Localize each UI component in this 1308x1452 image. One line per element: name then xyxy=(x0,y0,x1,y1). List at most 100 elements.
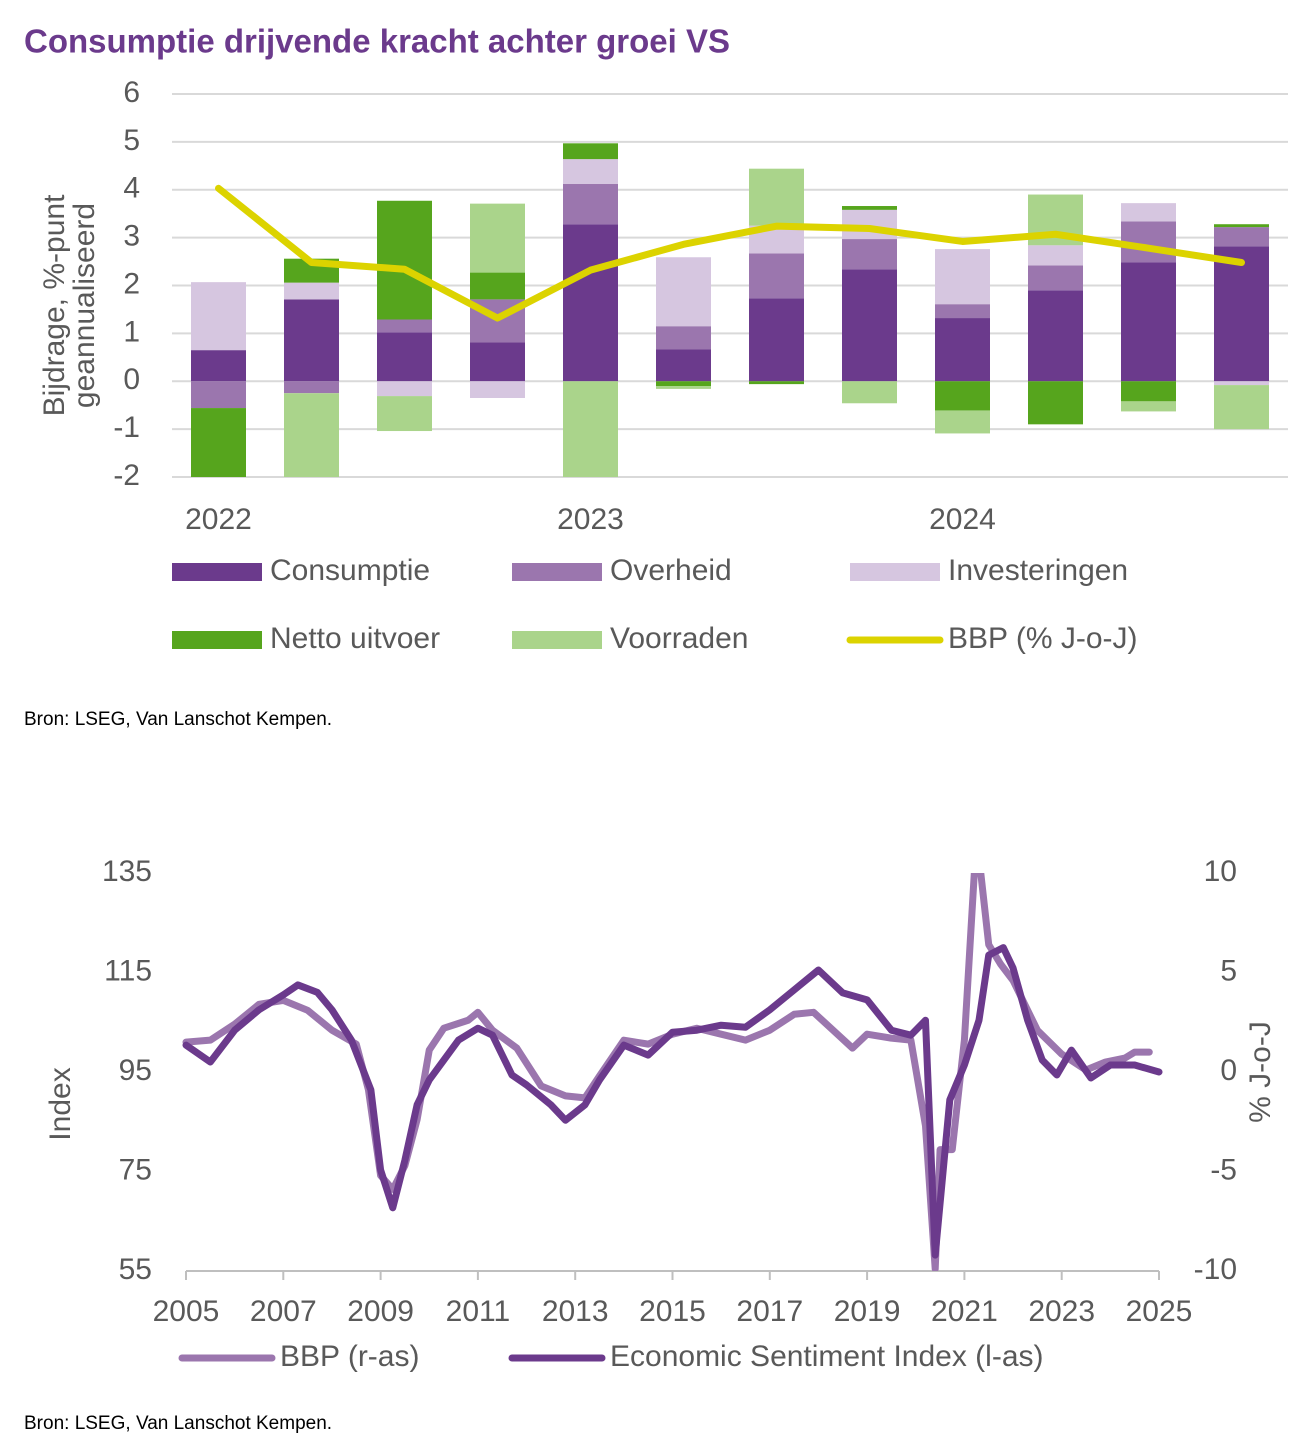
bar-segment xyxy=(1214,385,1269,430)
bar-segment xyxy=(749,168,804,226)
bar-segment xyxy=(1028,290,1083,382)
legend-swatch xyxy=(512,631,602,649)
y-tick-label: 2 xyxy=(123,267,140,300)
bar-segment xyxy=(563,184,618,225)
legend-swatch xyxy=(850,563,940,581)
bar-segment xyxy=(563,224,618,382)
bar-segment xyxy=(470,342,525,382)
lines xyxy=(182,873,1163,1271)
y2-tick-label: 10 xyxy=(1204,855,1237,888)
chart-title: Consumptie drijvende kracht achter groei… xyxy=(24,23,730,60)
y-tick-label: 5 xyxy=(123,124,140,157)
y-tick-label: 3 xyxy=(123,220,140,253)
legend-swatch xyxy=(512,563,602,581)
bar-segment xyxy=(470,272,525,300)
bar-segment xyxy=(191,282,246,351)
bar-segment xyxy=(563,381,618,477)
bar-segment xyxy=(842,269,897,382)
x-tick-label: 2013 xyxy=(542,1295,609,1328)
bar-segment xyxy=(284,299,339,382)
bar-segment xyxy=(749,298,804,382)
bar-segment xyxy=(377,381,432,397)
y-tick-label: 115 xyxy=(104,954,152,987)
y2-tick-label: 5 xyxy=(1220,954,1237,987)
bar-segment xyxy=(377,396,432,432)
x-tick-label: 2007 xyxy=(250,1295,317,1328)
y-tick-label: 95 xyxy=(119,1054,152,1087)
x-tick-label: 2011 xyxy=(446,1295,511,1328)
y2-tick-label: -5 xyxy=(1210,1153,1237,1186)
x-tick-label: 2024 xyxy=(929,503,996,536)
bar-segment xyxy=(1214,381,1269,386)
y2-tick-label: -10 xyxy=(1194,1253,1237,1286)
bar-segment xyxy=(1121,381,1176,402)
bar-segment xyxy=(749,381,804,385)
bars xyxy=(191,143,1269,477)
x-tick-label: 2005 xyxy=(153,1295,220,1328)
bar-segment xyxy=(935,318,990,382)
y2-tick-label: 0 xyxy=(1220,1054,1237,1087)
y-axis-label: Bijdrage, %-puntgeannualiseerd xyxy=(38,194,101,416)
bar-segment xyxy=(842,206,897,210)
y-tick-label: 4 xyxy=(123,172,140,205)
bar-segment xyxy=(935,381,990,411)
bar-segment xyxy=(749,253,804,299)
x-tick-label: 2019 xyxy=(834,1295,901,1328)
bar-segment xyxy=(191,408,246,477)
bar-segment xyxy=(1028,381,1083,425)
bar-segment xyxy=(470,203,525,273)
legend-swatch xyxy=(172,563,262,581)
bar-segment xyxy=(284,381,339,394)
bar-segment xyxy=(935,410,990,434)
bar-segment xyxy=(284,393,339,477)
bar-segment xyxy=(377,332,432,382)
x-tick-label: 2023 xyxy=(1028,1295,1095,1328)
bar-segment xyxy=(1028,245,1083,266)
y-tick-label: -2 xyxy=(113,459,140,492)
y2-axis-label: % J-o-J xyxy=(1244,1021,1277,1123)
bar-segment xyxy=(935,249,990,305)
bar-segment xyxy=(842,239,897,270)
x-tick-label: 2023 xyxy=(557,503,624,536)
bar-segment xyxy=(1214,224,1269,228)
bar-segment xyxy=(191,381,246,409)
x-tick-label: 2015 xyxy=(639,1295,706,1328)
y-tick-label: 135 xyxy=(102,855,152,888)
legend-label: Overheid xyxy=(610,554,732,587)
y-tick-label: 1 xyxy=(123,315,140,348)
bar-segment xyxy=(1121,401,1176,412)
bar-segment xyxy=(656,386,711,389)
y-tick-label: 75 xyxy=(119,1153,152,1186)
legend-label: BBP (r-as) xyxy=(280,1340,419,1373)
legend-label: Netto uitvoer xyxy=(270,622,440,655)
x-tick-label: 2021 xyxy=(931,1295,998,1328)
bar-segment xyxy=(842,381,897,404)
bar-segment xyxy=(1028,265,1083,291)
bar-segment xyxy=(656,257,711,327)
y-axis-label: Index xyxy=(44,1067,77,1140)
line-chart: 55 75 95 115 135 -10 -5 0 5 10 2005 2007 2009 2011 201… xyxy=(44,855,1277,1373)
bar-segment xyxy=(1121,203,1176,222)
line-series xyxy=(182,944,1163,1259)
y-axis-label-line: geannualiseerd xyxy=(68,203,101,408)
y-tick-label: 55 xyxy=(119,1253,152,1286)
bar-segment xyxy=(656,349,711,382)
bar-segment xyxy=(1214,246,1269,382)
bar-segment xyxy=(1121,262,1176,382)
bar-segment xyxy=(935,304,990,319)
legend-label: Investeringen xyxy=(948,554,1128,587)
y-tick-label: 6 xyxy=(123,76,140,109)
bar-chart: -2 -1 0 1 2 3 4 5 6 Bijdrage, %-puntgeannualiseer… xyxy=(38,76,1288,655)
source-note: Bron: LSEG, Van Lanschot Kempen. xyxy=(24,1413,332,1434)
bar-segment xyxy=(470,381,525,399)
bar-segment xyxy=(563,143,618,160)
bar-segment xyxy=(377,200,432,320)
legend-swatch xyxy=(172,631,262,649)
y-tick-label: -1 xyxy=(113,411,140,444)
bar-segment xyxy=(284,282,339,300)
bar-segment xyxy=(656,326,711,350)
source-note: Bron: LSEG, Van Lanschot Kempen. xyxy=(24,709,332,730)
x-tick-label: 2017 xyxy=(736,1295,803,1328)
